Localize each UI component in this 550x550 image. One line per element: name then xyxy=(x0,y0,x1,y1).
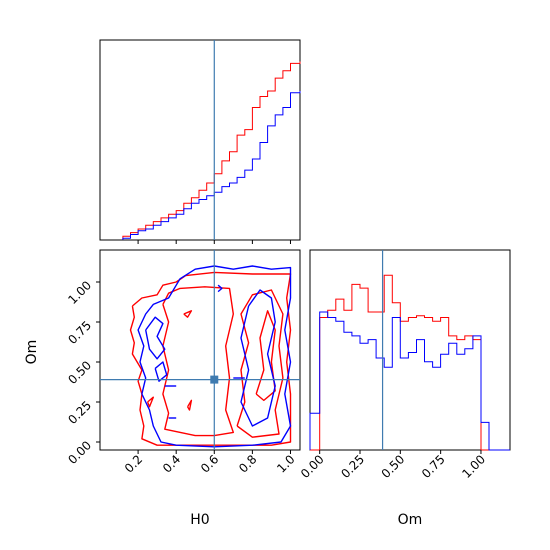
om-axis-label: Om xyxy=(24,340,40,365)
om-y-tick-label: 0.75 xyxy=(65,318,94,347)
om-y-ticks: 0.00 0.25 0.50 0.75 1.00 xyxy=(65,278,100,467)
om-x-tick-label: 0.75 xyxy=(419,452,448,481)
h0-x-ticks: 0.2 0.4 0.6 0.8 1.0 xyxy=(122,450,298,476)
om-y-tick-label: 0.00 xyxy=(65,438,94,467)
h0-axis-label: H0 xyxy=(190,512,209,528)
contour-frame xyxy=(99,249,301,451)
h0-x-tick-label: 0.6 xyxy=(198,452,221,475)
om-hist-blue-series xyxy=(309,311,510,451)
h0-hist-blue-series xyxy=(122,91,301,240)
contour-red-line xyxy=(236,289,284,438)
contour-marks xyxy=(100,250,300,450)
h0-x-tick-label: 0.2 xyxy=(122,452,145,475)
om-x-ticks: 0.00 0.25 0.50 0.75 1.00 xyxy=(298,450,488,481)
om-hist-red-series xyxy=(310,274,510,451)
om-x-tick-label: 0.50 xyxy=(379,452,408,481)
contour-panel: 0.2 0.4 0.6 0.8 1.0 0.000.250.500.751.00 H0 … xyxy=(24,249,301,528)
om-marginal-frame xyxy=(309,249,511,451)
om-x-tick-label: 1.00 xyxy=(459,452,488,481)
truth-marker xyxy=(210,375,219,384)
om-x-tick-label: 0.25 xyxy=(338,452,367,481)
h0-x-tick-label: 1.0 xyxy=(274,452,297,475)
contour-red-line xyxy=(146,396,155,408)
contour-red-line xyxy=(183,310,193,318)
contour-blue-line xyxy=(145,316,166,360)
om-histogram-marks xyxy=(309,250,510,451)
h0-histogram-marks xyxy=(122,40,301,244)
om-y-tick-label: 0.50 xyxy=(65,358,94,387)
contour-blue-line xyxy=(217,284,223,293)
h0-marginal-frame xyxy=(99,39,301,241)
h0-hist-red-series xyxy=(122,61,301,240)
contour-blue-line xyxy=(137,265,292,448)
h0-marginal-panel xyxy=(99,39,301,244)
h0-x-tick-label: 0.8 xyxy=(236,452,259,475)
om-x-tick-label: 0.00 xyxy=(298,452,327,481)
contour-red-line xyxy=(255,310,276,402)
contour-blue-line xyxy=(240,289,276,427)
h0-x-tick-label: 0.4 xyxy=(160,452,183,475)
om-x-axis-label: Om xyxy=(398,512,423,528)
contour-blue-line xyxy=(154,361,168,382)
om-marginal-panel: 0.00 0.25 0.50 0.75 1.00 Om xyxy=(298,249,511,528)
om-y-tick-label: 0.25 xyxy=(65,398,94,427)
contour-red-line xyxy=(162,286,235,437)
contour-red-line xyxy=(186,399,193,411)
om-y-tick-label: 1.00 xyxy=(65,278,94,307)
